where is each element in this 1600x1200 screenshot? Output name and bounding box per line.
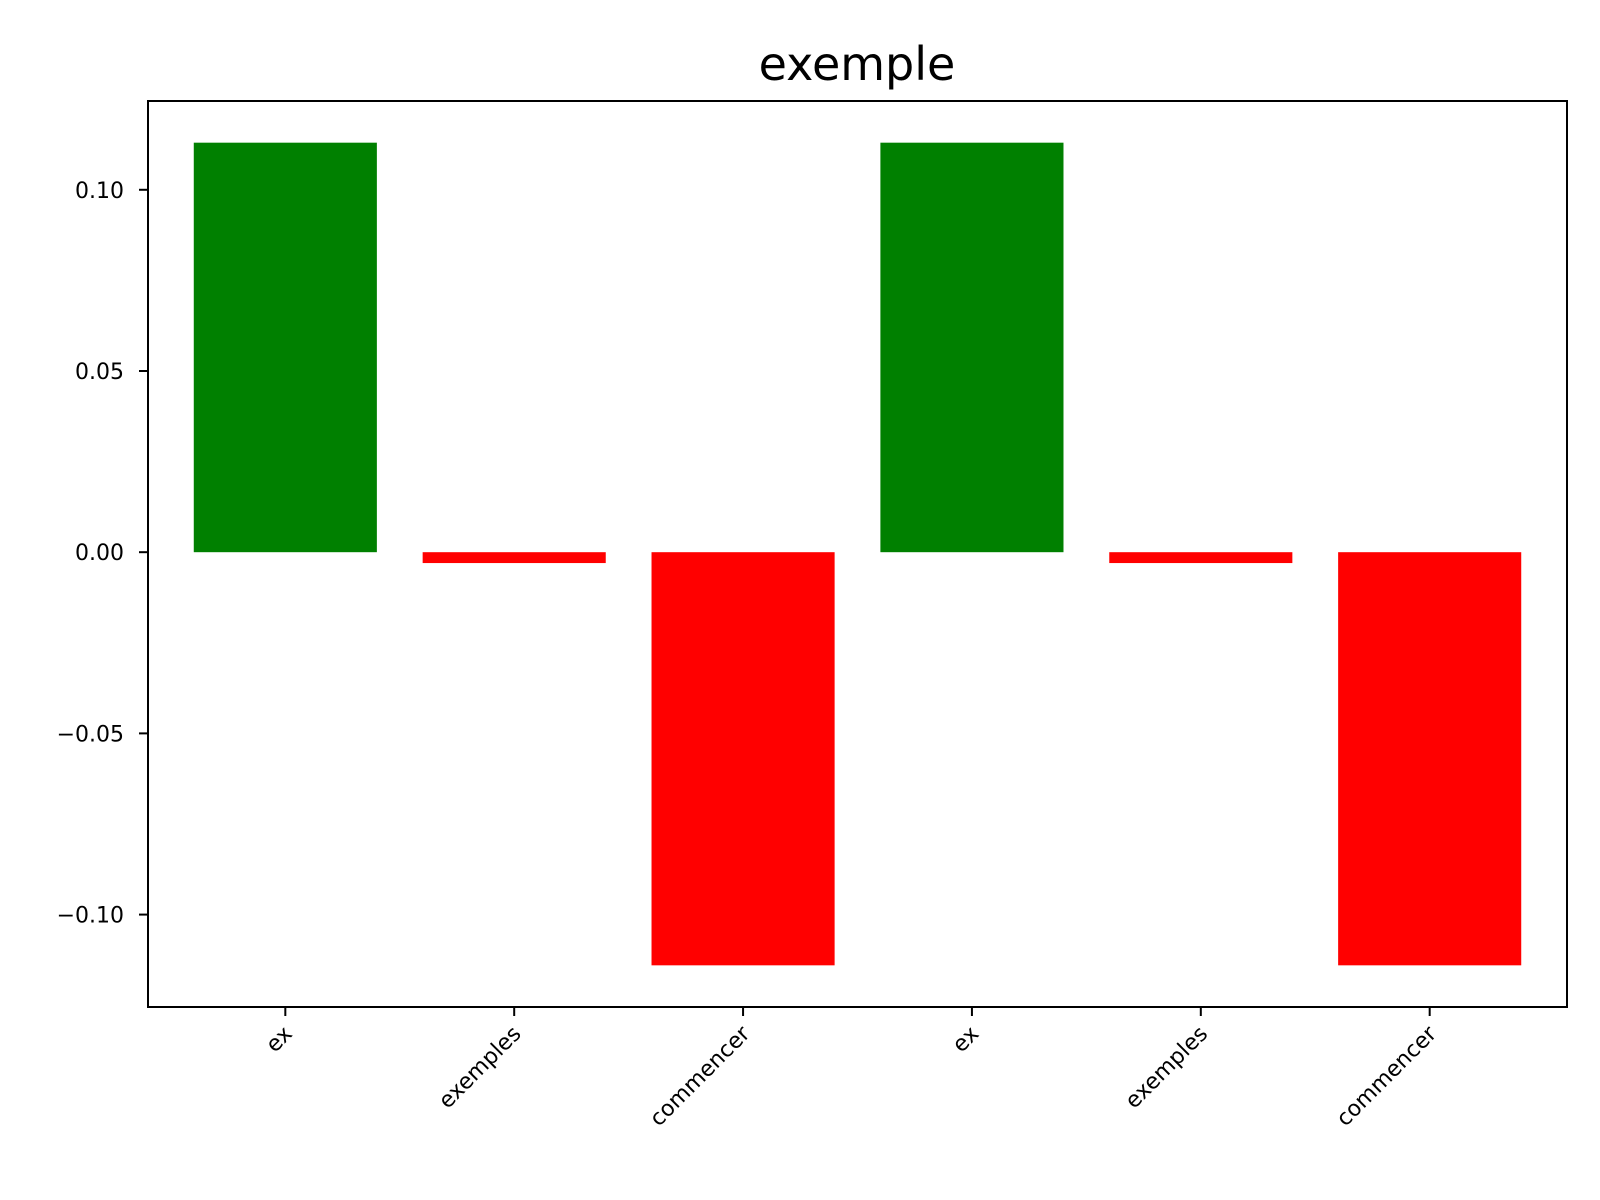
y-axis: 0.10 0.05 0.00 −0.05 −0.10 (57, 179, 148, 929)
bar-commencer-2 (651, 552, 835, 966)
y-tick-label: −0.05 (57, 722, 124, 747)
y-tick-label: 0.10 (75, 179, 124, 204)
bar-exemples-1 (422, 552, 606, 564)
bar-commencer-5 (1338, 552, 1522, 966)
x-axis: ex exemples commencer ex exemples commencer (261, 1007, 1443, 1132)
x-tick-label: exemples (434, 1022, 526, 1114)
x-tick-label: commencer (1332, 1021, 1443, 1132)
x-tick-label: exemples (1121, 1022, 1213, 1114)
bars-group (193, 142, 1522, 966)
x-tick-label: ex (948, 1022, 984, 1058)
bar-ex-0 (193, 142, 377, 553)
x-tick-label: ex (261, 1022, 297, 1058)
bar-exemples-4 (1109, 552, 1293, 564)
chart-title: exemple (759, 37, 956, 91)
x-tick-label: commencer (645, 1021, 756, 1132)
y-tick-label: 0.00 (75, 541, 124, 566)
bar-ex-3 (880, 142, 1064, 553)
y-tick-label: 0.05 (75, 360, 124, 385)
plot-frame (147, 100, 1568, 1008)
y-tick-label: −0.10 (57, 904, 124, 929)
